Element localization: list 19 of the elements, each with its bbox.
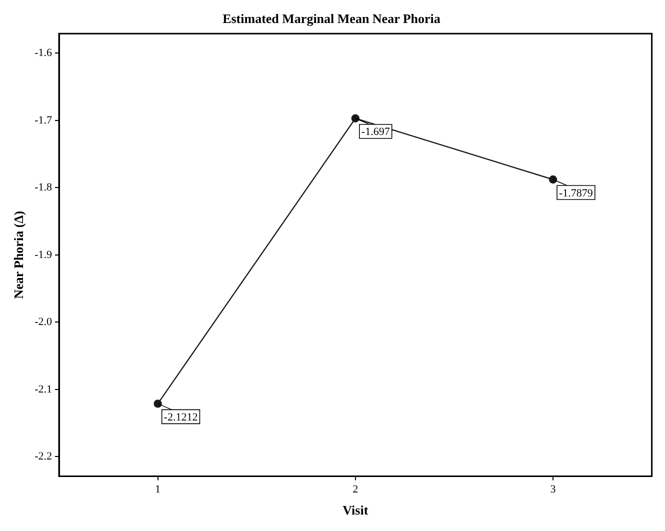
data-label: -1.697 — [361, 126, 390, 138]
y-tick-label: -2.1 — [34, 383, 52, 396]
y-tick-label: -1.9 — [34, 248, 53, 261]
chart-title: Estimated Marginal Mean Near Phoria — [222, 11, 441, 26]
x-tick-label: 1 — [155, 484, 161, 496]
y-tick-label: -2.2 — [34, 450, 52, 463]
x-tick-label: 2 — [352, 484, 358, 496]
data-label: -1.7879 — [559, 187, 594, 200]
y-tick-label: -1.8 — [34, 182, 53, 194]
y-tick-label: -2.0 — [34, 316, 53, 328]
y-tick-label: -1.7 — [34, 114, 53, 126]
point — [351, 114, 360, 122]
y-tick-label: -1.6 — [34, 46, 53, 59]
x-tick-label: 3 — [550, 484, 556, 496]
x-axis-title: Visit — [342, 502, 369, 518]
data-label: -2.1212 — [164, 412, 198, 424]
point — [548, 175, 558, 184]
y-axis-title: Near Phoria (Δ) — [11, 210, 26, 299]
point — [154, 400, 162, 408]
